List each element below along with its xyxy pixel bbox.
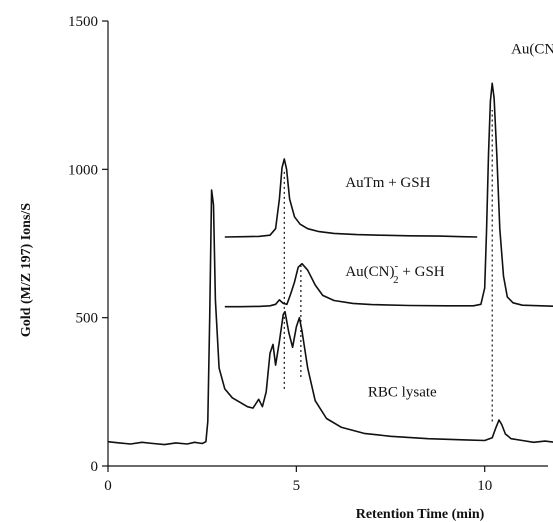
x-tick-label: 10 (477, 478, 492, 494)
annotation-label: Au(CN)-2 (511, 38, 553, 64)
annotation-label: RBC lysate (368, 384, 437, 400)
y-tick-label: 1500 (68, 14, 98, 30)
annotation-label: Au(CN)-2 + GSH (345, 260, 444, 286)
y-tick-label: 500 (76, 311, 99, 327)
x-axis-label: Retention Time (min) (356, 507, 485, 522)
x-tick-label: 0 (104, 478, 112, 494)
y-tick-label: 0 (91, 459, 99, 475)
series-line (224, 158, 478, 238)
traces (107, 82, 553, 446)
annotation-label: AuTm + GSH (345, 175, 430, 191)
guide-lines (283, 110, 493, 422)
series-line (224, 82, 553, 308)
y-tick-label: 1000 (68, 162, 98, 178)
annotations: Au(CN)-2 AuTm + GSH Au(CN)-2 + GSH RBC lysa… (345, 38, 553, 401)
x-tick-label: 5 (293, 478, 301, 494)
y-axis-label: Gold (M/Z 197) Ions/S (19, 203, 34, 337)
series-line (107, 189, 553, 446)
axes: 0 500 1000 1500 0 5 10 (68, 14, 548, 494)
